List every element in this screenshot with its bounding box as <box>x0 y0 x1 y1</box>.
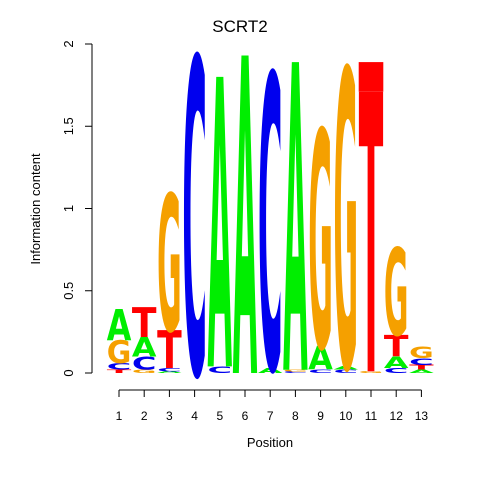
y-tick-label: 0.5 <box>61 282 76 300</box>
y-axis-label: Information content <box>28 153 43 265</box>
logo-letter-t: T <box>384 329 409 364</box>
logo-letter-a: A <box>283 0 308 470</box>
logo-letter-g: G <box>132 369 157 374</box>
logo-letter-c: C <box>258 0 283 464</box>
logo-letter-a: A <box>409 369 434 374</box>
y-tick-label: 0 <box>61 369 76 376</box>
logo-letter-c: C <box>308 369 333 374</box>
logo-letter-a: A <box>208 0 233 461</box>
logo-letter-g: G <box>283 369 308 372</box>
y-tick-label: 1 <box>61 205 76 212</box>
logo-letter-a: A <box>384 354 409 372</box>
x-tick-label: 3 <box>166 409 173 423</box>
logo-letter-c: C <box>283 371 308 374</box>
logo-letter-c: C <box>334 369 359 374</box>
logo-letter-t: T <box>132 300 157 348</box>
logo-letter-g: G <box>384 224 409 364</box>
logo-letter-c: C <box>208 365 233 376</box>
logo-letter-t: T <box>107 369 132 374</box>
chart-title: SCRT2 <box>212 17 267 36</box>
x-tick-label: 8 <box>292 409 299 423</box>
y-axis: 0 0.5 1 1.5 2 <box>61 40 93 377</box>
logo-letter-g: G <box>157 157 182 375</box>
logo-letter-a: A <box>132 332 157 363</box>
x-tick-label: 1 <box>116 409 123 423</box>
x-tick-label: 7 <box>267 409 274 423</box>
logo-letter-g: G <box>359 371 384 374</box>
x-tick-label: 9 <box>317 409 324 423</box>
y-tick-label: 1.5 <box>61 117 76 135</box>
y-tick-label: 2 <box>61 40 76 47</box>
x-tick-label: 6 <box>242 409 249 423</box>
logo-letter-c: C <box>384 367 409 375</box>
x-tick-label: 4 <box>191 409 198 423</box>
logo-letter-c: C <box>157 367 182 372</box>
logo-letter-a: A <box>334 366 359 371</box>
logo-letter-c: C <box>182 0 207 476</box>
logo-block <box>358 62 384 92</box>
x-tick-label: 5 <box>216 409 223 423</box>
x-tick-label: 2 <box>141 409 148 423</box>
logo-letter-c: C <box>132 354 157 375</box>
logo-letter-t: T <box>409 364 434 372</box>
logo-letter-a: A <box>233 0 258 476</box>
x-axis: 1 2 3 4 5 6 7 8 9 10 11 12 13 <box>116 389 429 423</box>
logo-letter-c: C <box>409 356 434 367</box>
logo-letter-g: G <box>308 71 333 417</box>
logo-letter-a: A <box>308 342 333 378</box>
logo-letter-a: A <box>258 367 283 375</box>
logo-letter-g: G <box>334 0 359 464</box>
x-tick-label: 10 <box>339 409 353 423</box>
logo-letter-a: A <box>157 371 182 374</box>
logo-letter-t: T <box>157 320 182 380</box>
logo-letter-a: A <box>107 300 132 350</box>
logo-letter-c: C <box>107 361 132 372</box>
x-tick-label: 11 <box>365 409 378 423</box>
x-tick-label: 12 <box>390 409 404 423</box>
x-tick-label: 13 <box>415 409 429 423</box>
x-axis-label: Position <box>247 435 293 450</box>
logo-letter-g: G <box>107 334 132 371</box>
logo-letter-g: G <box>409 344 434 362</box>
